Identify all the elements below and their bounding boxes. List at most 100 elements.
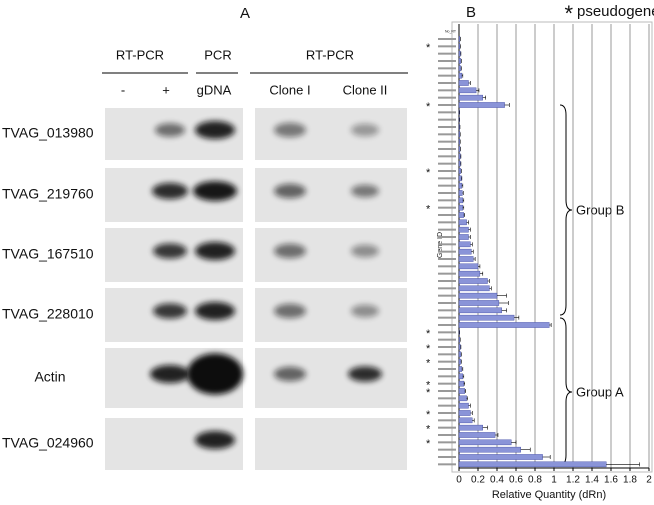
bar xyxy=(458,248,472,255)
legend-mark: * xyxy=(564,1,573,26)
illegible-label xyxy=(438,155,456,158)
row-label: TVAG_013980 xyxy=(2,125,94,141)
bar xyxy=(458,234,469,240)
illegible-label xyxy=(438,89,456,92)
group-header: PCR xyxy=(204,47,231,62)
pseudogene-mark: * xyxy=(426,328,431,340)
pseudogene-mark: * xyxy=(426,343,431,355)
illegible-label xyxy=(438,302,456,304)
bar xyxy=(458,402,469,409)
lane-label: - xyxy=(121,82,125,97)
gel-band xyxy=(351,244,379,258)
gel-band xyxy=(155,123,185,137)
x-tick-label: 2 xyxy=(646,475,652,486)
illegible-label xyxy=(438,353,456,356)
row-label: Actin xyxy=(34,369,65,385)
illegible-label xyxy=(438,294,456,297)
group-bracket xyxy=(559,104,573,316)
bar xyxy=(458,270,481,277)
illegible-label xyxy=(438,184,456,187)
panel-label: B xyxy=(466,4,476,21)
bar xyxy=(458,226,469,233)
bar xyxy=(458,241,471,248)
gel-band xyxy=(274,366,306,382)
bar xyxy=(458,395,467,402)
bar xyxy=(458,358,462,365)
bar xyxy=(458,344,461,350)
illegible-label xyxy=(438,243,456,246)
lane-label: Clone I xyxy=(269,82,310,97)
lane-label: Clone II xyxy=(343,82,388,97)
group-header: RT-PCR xyxy=(306,47,354,62)
gel-band xyxy=(348,366,382,382)
pseudogene-mark: * xyxy=(426,409,431,421)
row-label: TVAG_024960 xyxy=(2,435,94,451)
illegible-label xyxy=(438,346,456,348)
bar xyxy=(458,153,461,160)
gel-band xyxy=(195,431,235,449)
pseudogene-mark: * xyxy=(426,387,431,399)
illegible-label xyxy=(438,170,456,172)
lane-label: + xyxy=(162,82,170,97)
pseudogene-mark: * xyxy=(426,101,431,113)
gel-band xyxy=(195,121,235,139)
illegible-label xyxy=(438,38,456,40)
bar xyxy=(458,50,461,57)
pseudogene-mark: * xyxy=(426,167,431,179)
bar xyxy=(458,446,521,453)
bar xyxy=(458,204,463,211)
illegible-label xyxy=(438,368,456,370)
illegible-label xyxy=(438,463,456,466)
gel-band xyxy=(351,304,379,318)
bar xyxy=(458,424,483,431)
bar xyxy=(458,285,490,292)
group-bracket xyxy=(559,317,573,466)
bar xyxy=(458,351,462,358)
bar xyxy=(458,160,461,167)
panel-label: A xyxy=(240,5,250,22)
bar xyxy=(458,197,463,204)
annotation: Group B xyxy=(576,202,624,217)
bar xyxy=(458,72,463,79)
bar xyxy=(458,80,469,86)
illegible-label xyxy=(438,236,456,238)
bar xyxy=(458,366,463,372)
gel-band xyxy=(274,183,306,199)
illegible-label xyxy=(438,426,456,429)
illegible-label xyxy=(438,258,456,260)
illegible-label xyxy=(438,338,456,341)
gel-band xyxy=(153,243,187,259)
illegible-label xyxy=(438,434,456,436)
lane-label: gDNA xyxy=(197,82,232,97)
illegible-label xyxy=(438,419,456,422)
illegible-label xyxy=(438,140,456,143)
illegible-label xyxy=(438,324,456,326)
gel-band xyxy=(187,353,243,395)
illegible-label xyxy=(438,82,456,84)
illegible-label xyxy=(438,272,456,275)
gel-band xyxy=(274,122,306,138)
illegible-label xyxy=(438,96,456,99)
illegible-label xyxy=(438,316,456,319)
illegible-label xyxy=(438,397,456,400)
bar xyxy=(458,146,461,152)
illegible-label xyxy=(438,74,456,77)
x-axis-label: Relative Quantity (dRn) xyxy=(492,489,606,501)
bar xyxy=(458,454,543,460)
illegible-label xyxy=(438,331,456,334)
x-tick-label: 0.8 xyxy=(528,475,542,486)
bar xyxy=(458,388,465,394)
illegible-label xyxy=(438,287,456,290)
illegible-label xyxy=(438,309,456,312)
illegible-label xyxy=(438,280,456,282)
illegible-label xyxy=(438,177,456,180)
bar xyxy=(458,36,461,42)
illegible-label xyxy=(438,52,456,55)
illegible-label xyxy=(438,60,456,62)
gel-band xyxy=(195,302,235,320)
pseudogene-mark: * xyxy=(426,358,431,370)
bar xyxy=(458,432,496,438)
illegible-label xyxy=(438,104,456,106)
illegible-label xyxy=(438,221,456,224)
illegible-label xyxy=(438,382,456,385)
